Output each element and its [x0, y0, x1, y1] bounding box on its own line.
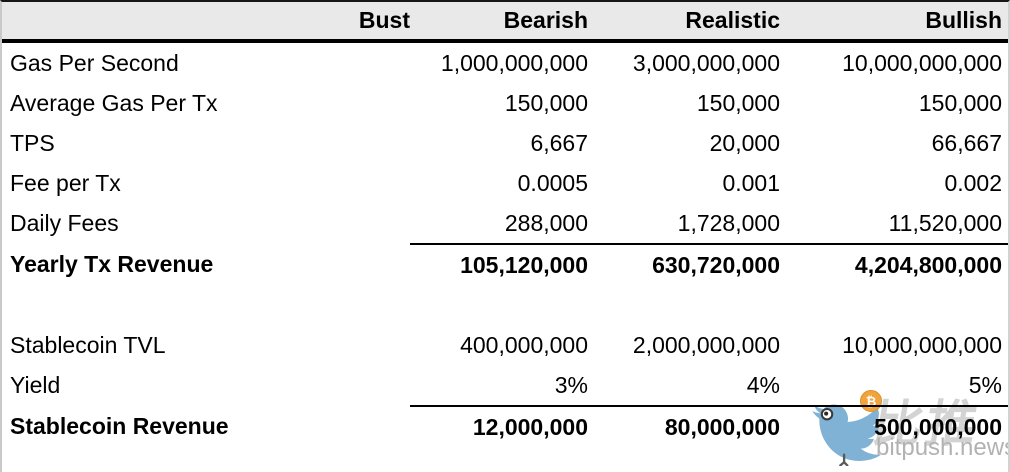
cell-bearish [410, 285, 588, 325]
header-row: Bust Bearish Realistic Bullish [2, 2, 1008, 43]
cell-bust [322, 285, 410, 325]
column-header-empty [2, 2, 322, 43]
row-label: Stablecoin Revenue [10, 413, 229, 439]
row-label: Average Gas Per Tx [10, 89, 218, 116]
cell-realistic [588, 285, 780, 325]
cell-realistic: 3,000,000,000 [632, 49, 780, 76]
cell-bust [322, 325, 410, 365]
cell-bullish [780, 285, 1008, 325]
row-label: Stablecoin TVL [10, 331, 166, 358]
cell-bearish: 3% [554, 371, 588, 398]
table-row-average-gas-per-tx: Average Gas Per Tx 150,000 150,000 150,0… [2, 83, 1008, 123]
cell-realistic: 4% [746, 371, 780, 398]
cell-bullish: 5% [968, 371, 1002, 398]
column-header-bust: Bust [322, 2, 410, 43]
cell-bullish: 150,000 [918, 89, 1002, 116]
cell-bust [322, 365, 410, 406]
table-row-tps: TPS 6,667 20,000 66,667 [2, 123, 1008, 163]
cell-bullish: 11,520,000 [888, 209, 1002, 236]
cell-realistic: 20,000 [709, 129, 780, 156]
cell-bullish: 10,000,000,000 [842, 49, 1002, 76]
cell-bust [322, 163, 410, 203]
cell-bullish: 4,204,800,000 [780, 243, 1008, 285]
cell-realistic: 1,728,000 [677, 209, 780, 236]
cell-bearish: 400,000,000 [460, 331, 588, 358]
cell-realistic: 0.001 [722, 169, 780, 196]
column-header-bearish: Bearish [410, 2, 588, 43]
column-header-realistic: Realistic [588, 2, 780, 43]
cell-bullish: 500,000,000 [780, 405, 1008, 447]
cell-bearish: 288,000 [504, 209, 588, 236]
table-row-stablecoin-tvl: Stablecoin TVL 400,000,000 2,000,000,000… [2, 325, 1008, 365]
cell-bearish: 150,000 [504, 89, 588, 116]
scenario-table: Bust Bearish Realistic Bullish Gas Per S… [2, 2, 1008, 447]
cell-bust [322, 123, 410, 163]
table-row-yield: Yield 3% 4% 5% [2, 365, 1008, 406]
cell-bearish: 0.0005 [517, 169, 588, 196]
cell-bust [322, 83, 410, 123]
cell-bust [322, 244, 410, 285]
row-label: Yearly Tx Revenue [10, 251, 214, 277]
table-row-fee-per-tx: Fee per Tx 0.0005 0.001 0.002 [2, 163, 1008, 203]
cell-realistic: 2,000,000,000 [632, 331, 780, 358]
cell-bust [322, 41, 410, 83]
cell-bullish: 10,000,000,000 [842, 331, 1002, 358]
row-label: Yield [10, 372, 61, 398]
cell-bearish: 105,120,000 [410, 243, 588, 285]
row-label: Fee per Tx [10, 169, 121, 196]
cell-bearish: 1,000,000,000 [440, 49, 588, 76]
row-label: Gas Per Second [10, 49, 179, 76]
table-row-yearly-tx-revenue: Yearly Tx Revenue 105,120,000 630,720,00… [2, 243, 1008, 285]
cell-bearish: 6,667 [530, 129, 588, 156]
cell-bust [322, 203, 410, 244]
cell-bust [322, 406, 410, 447]
cell-realistic: 80,000,000 [588, 405, 780, 447]
cell-bullish: 0.002 [944, 169, 1002, 196]
cell-bearish: 12,000,000 [410, 405, 588, 447]
row-label: Daily Fees [10, 210, 119, 236]
cell-realistic: 150,000 [696, 89, 780, 116]
cell-realistic: 630,720,000 [588, 243, 780, 285]
row-label: TPS [10, 129, 55, 156]
cell-bullish: 66,667 [931, 129, 1002, 156]
table-row-blank [2, 285, 1008, 325]
table-row-daily-fees: Daily Fees 288,000 1,728,000 11,520,000 [2, 203, 1008, 244]
row-label [2, 285, 322, 325]
table-row-stablecoin-revenue: Stablecoin Revenue 12,000,000 80,000,000… [2, 405, 1008, 447]
table-row-gas-per-second: Gas Per Second 1,000,000,000 3,000,000,0… [2, 41, 1008, 83]
column-header-bullish: Bullish [780, 2, 1008, 43]
